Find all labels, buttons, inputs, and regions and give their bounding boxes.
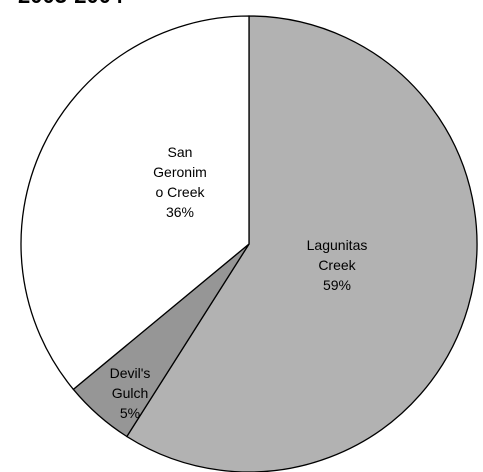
pie-slice bbox=[20, 15, 250, 391]
slice-value-label: 36% bbox=[166, 204, 194, 220]
slice-label: Devil's Gulch bbox=[110, 365, 151, 401]
slice-label: San Geronim o Creek bbox=[153, 144, 207, 200]
slice-value-label: 59% bbox=[323, 277, 351, 293]
slice-value-label: 5% bbox=[120, 405, 140, 421]
slice-label: Lagunitas Creek bbox=[307, 237, 368, 273]
chart-title: 2003-2004 bbox=[18, 0, 124, 8]
